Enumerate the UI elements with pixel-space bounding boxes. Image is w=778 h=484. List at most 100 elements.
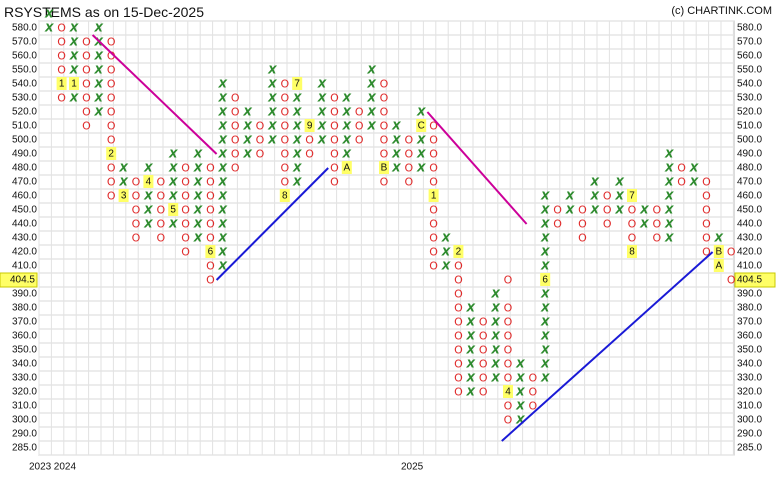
o-box: O [156,232,165,245]
o-box: O [82,78,91,91]
o-box: O [206,274,215,287]
y-tick-left: 360.0 [12,331,37,342]
o-box: O [107,176,116,189]
x-box: X [490,330,500,343]
o-box: O [504,274,513,287]
x-box: X [466,372,476,385]
y-tick-left: 470.0 [12,177,37,188]
o-box: O [181,162,190,175]
x-box: X [342,148,352,161]
x-box: X [292,148,302,161]
x-box: X [267,78,277,91]
x-box: X [218,162,228,175]
x-box: X [639,218,649,231]
o-box: O [553,204,562,217]
o-box: O [305,134,314,147]
x-box: X [218,190,228,203]
month-marker-bg [627,189,637,202]
o-box: O [132,176,141,189]
o-box: O [380,78,389,91]
x-box: X [664,204,674,217]
month-marker-bg [379,161,389,174]
x-box: X [267,92,277,105]
x-year-label: 2024 [54,462,77,473]
o-box: O [454,344,463,357]
y-tick-right: 510.0 [737,121,762,132]
x-box: X [143,218,153,231]
o-box: O [280,162,289,175]
y-tick-right: 380.0 [737,303,762,314]
o-box: O [156,190,165,203]
x-year-label: 2023 [29,462,52,473]
month-marker: 7 [629,191,635,202]
y-tick-right: 440.0 [737,219,762,230]
o-box: O [132,204,141,217]
o-box: O [156,218,165,231]
month-marker: 8 [282,191,288,202]
x-box: X [490,288,500,301]
month-marker-bg [56,77,67,90]
y-tick-right: 410.0 [737,261,762,272]
x-box: X [94,50,104,63]
o-box: O [429,162,438,175]
x-box: X [391,134,401,147]
y-tick-left: 310.0 [12,401,37,412]
o-box: O [404,176,413,189]
y-tick-right: 320.0 [737,387,762,398]
x-box: X [218,120,228,133]
month-marker: B [715,247,722,258]
o-box: O [206,232,215,245]
month-marker-bg [453,245,464,258]
x-box: X [366,64,376,77]
x-box: X [168,162,178,175]
o-box: O [57,64,66,77]
y-tick-right: 310.0 [737,401,762,412]
month-marker-bg [627,245,637,258]
o-box: O [578,232,587,245]
o-box: O [454,302,463,315]
x-box: X [218,106,228,119]
o-box: O [504,344,513,357]
month-marker-bg [713,259,724,272]
month-marker: A [715,261,722,272]
month-marker: 6 [208,247,214,258]
trendline [501,251,714,442]
x-box: X [94,22,104,35]
x-box: X [342,134,352,147]
x-box: X [689,176,699,189]
month-marker: 2 [108,149,114,160]
y-tick-left: 490.0 [12,149,37,160]
o-box: O [429,120,438,133]
x-box: X [590,190,600,203]
x-box: X [218,246,228,259]
o-box: O [181,218,190,231]
o-box: O [355,106,364,119]
month-marker: 8 [629,247,635,258]
x-box: X [317,120,327,133]
x-box: X [218,134,228,147]
y-tick-left: 290.0 [12,429,37,440]
o-box: O [206,218,215,231]
x-box: X [614,176,624,189]
o-box: O [280,120,289,133]
x-box: X [366,106,376,119]
x-box: X [218,148,228,161]
o-box: O [429,260,438,273]
o-box: O [82,50,91,63]
y-tick-left: 330.0 [12,373,37,384]
x-box: X [267,64,277,77]
y-tick-left: 370.0 [12,317,37,328]
x-box: X [540,316,550,329]
o-box: O [454,260,463,273]
o-box: O [380,134,389,147]
x-year-label: 2025 [401,462,424,473]
x-box: X [466,386,476,399]
o-box: O [702,232,711,245]
x-box: X [416,162,426,175]
x-box: X [69,92,79,105]
o-box: O [82,120,91,133]
x-box: X [193,162,203,175]
y-tick-right: 360.0 [737,331,762,342]
o-box: O [578,204,587,217]
